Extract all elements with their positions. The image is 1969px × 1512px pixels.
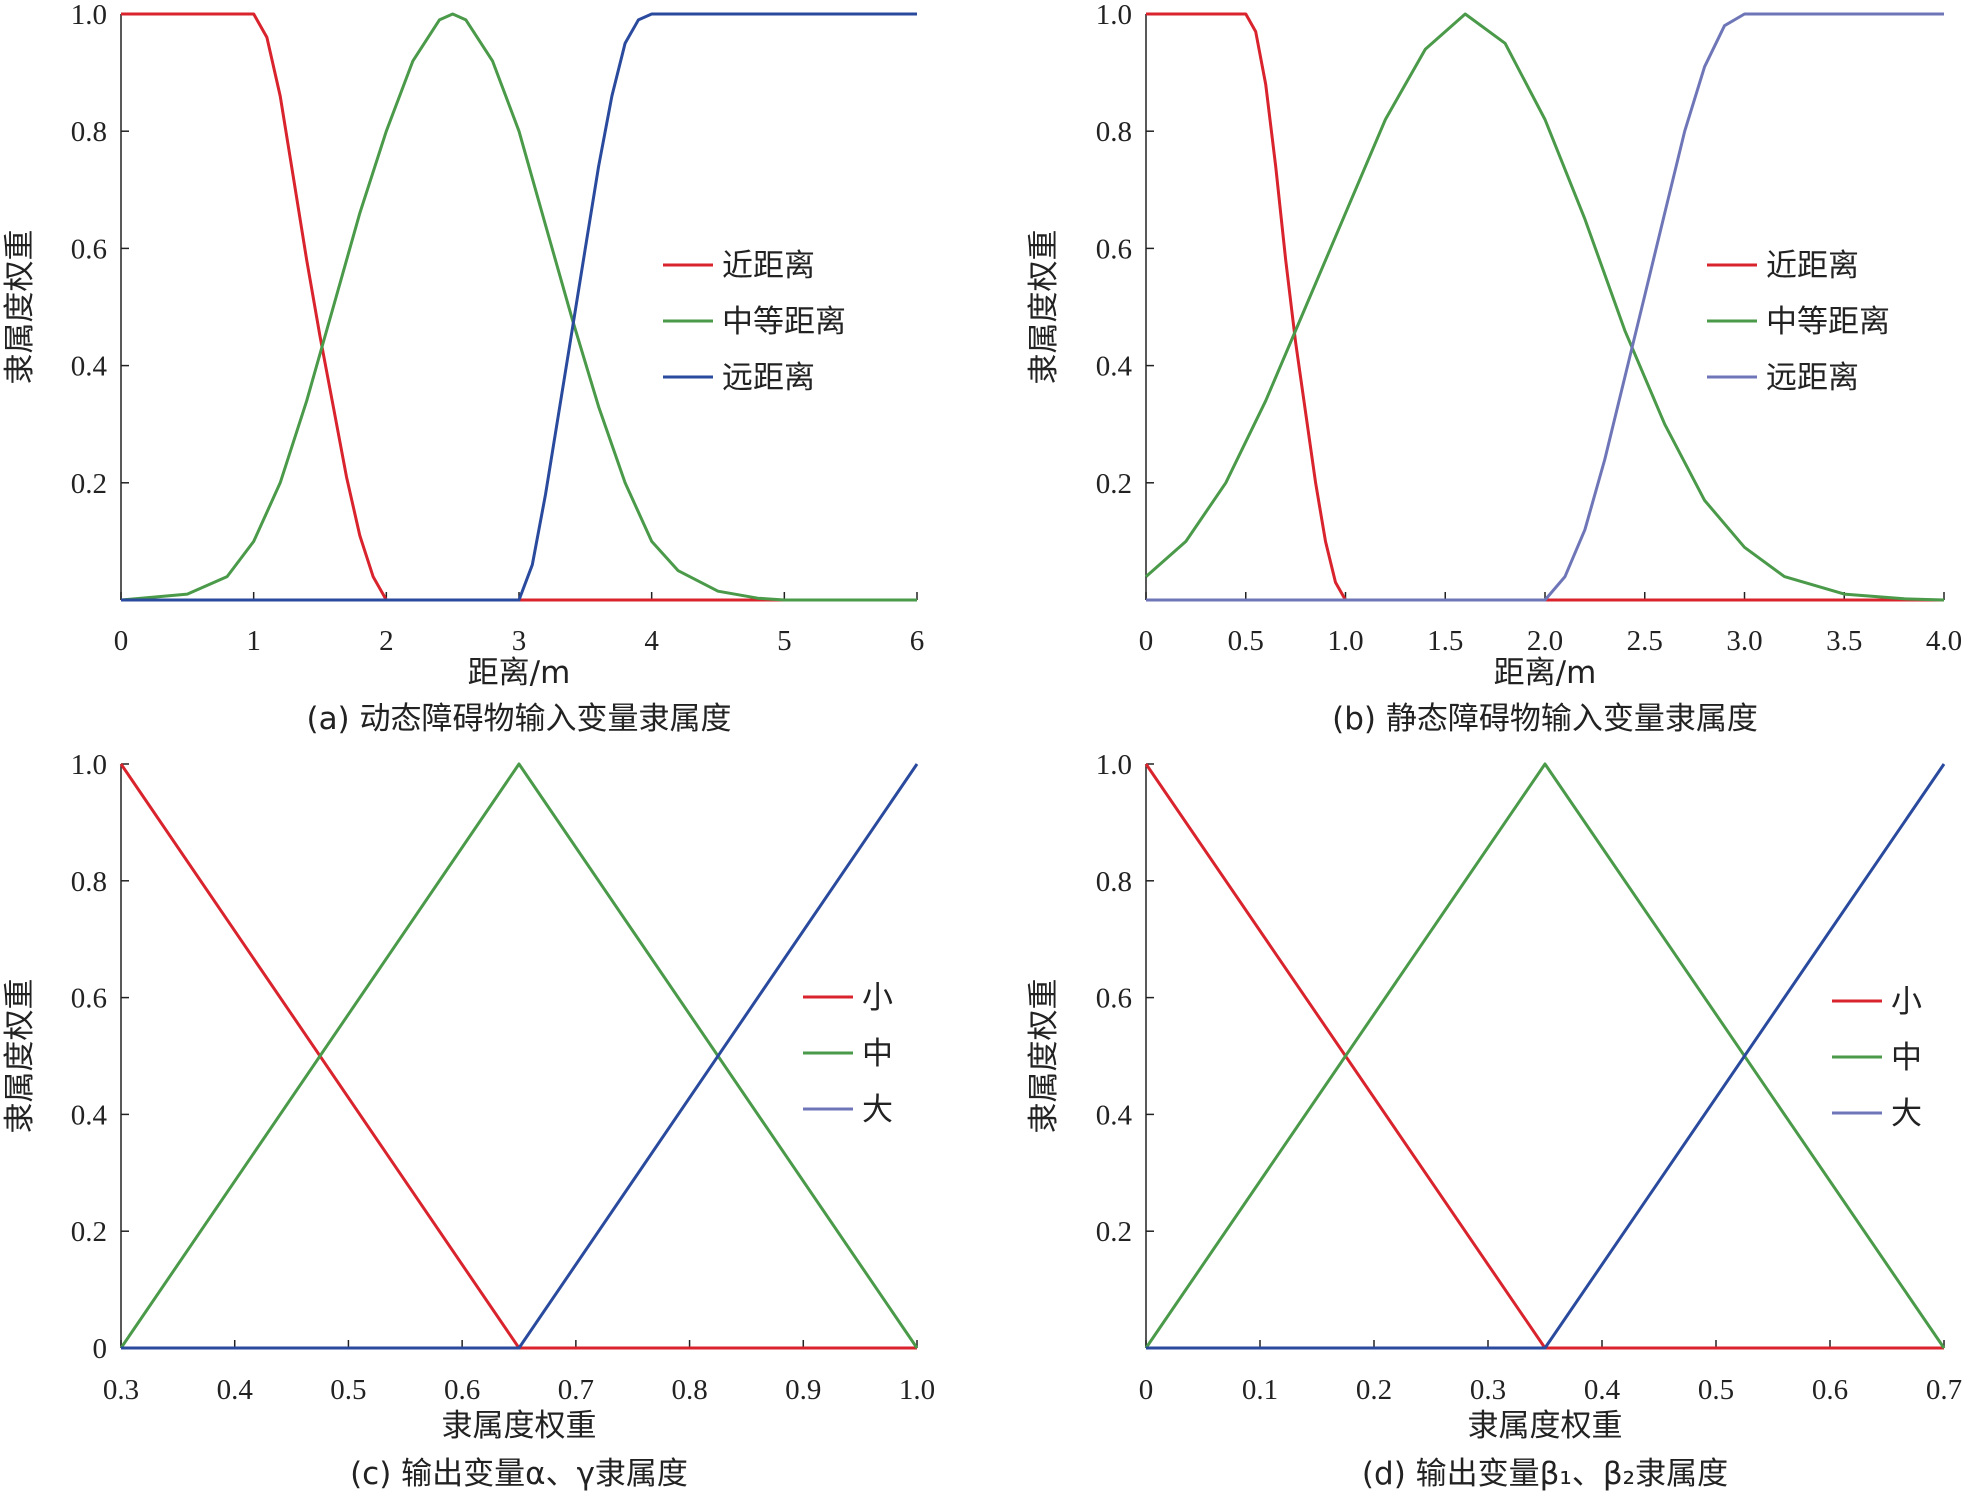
y-tick-label: 0.2 (71, 1216, 107, 1248)
y-tick-label: 0 (93, 1333, 108, 1365)
x-tick-label: 4.0 (1926, 625, 1962, 657)
x-tick-label: 6 (910, 625, 925, 657)
y-tick-label: 0.2 (1096, 468, 1132, 500)
series-line-3 (121, 12, 917, 602)
chart-caption: (a) 动态障碍物输入变量隶属度 (306, 701, 731, 737)
chart-caption: (d) 输出变量β₁、β₂隶属度 (1362, 1456, 1728, 1492)
x-tick-label: 0 (114, 625, 129, 657)
series-line-3 (1146, 12, 1944, 602)
x-tick-label: 0.5 (1698, 1374, 1734, 1406)
series-line-1 (1144, 763, 1944, 1350)
legend-label: 近距离 (1766, 248, 1859, 284)
legend: 小中大 (803, 980, 893, 1128)
y-tick-label: 0.4 (1096, 351, 1133, 383)
x-tick-label: 3.5 (1826, 625, 1862, 657)
y-tick-label: 0.4 (71, 1099, 108, 1131)
series-line-1 (1146, 12, 1944, 602)
y-axis-title: 隶属度权重 (2, 979, 38, 1134)
x-tick-label: 0.2 (1356, 1374, 1392, 1406)
y-tick-label: 0.8 (1096, 116, 1132, 148)
x-axis-title: 隶属度权重 (1468, 1408, 1623, 1444)
x-tick-label: 0.4 (1584, 1374, 1621, 1406)
y-tick-label: 1.0 (71, 0, 107, 31)
x-tick-label: 3.0 (1726, 625, 1762, 657)
series-line-1 (121, 12, 917, 602)
x-tick-label: 0.9 (785, 1374, 821, 1406)
y-tick-label: 0.2 (71, 468, 107, 500)
series-line-3 (121, 763, 919, 1350)
legend-label: 远距离 (1766, 360, 1859, 396)
y-tick-label: 0.8 (71, 866, 107, 898)
x-tick-label: 0.8 (671, 1374, 707, 1406)
legend-label: 小 (862, 980, 893, 1016)
x-tick-label: 2 (379, 625, 394, 657)
x-tick-label: 0.6 (444, 1374, 480, 1406)
x-tick-label: 2.0 (1527, 625, 1563, 657)
x-axis-title: 隶属度权重 (442, 1408, 597, 1444)
x-tick-label: 4 (644, 625, 659, 657)
x-tick-label: 0.4 (217, 1374, 254, 1406)
x-tick-label: 0 (1139, 1374, 1154, 1406)
legend-label: 近距离 (722, 248, 815, 284)
chart-panel-c: 0.3 0.4 0.5 0.6 0.7 0.8 0.9 1.0 0 0.2 0.4 0.6 0.8 1.0… (2, 749, 935, 1492)
legend: 小中大 (1832, 984, 1922, 1132)
chart-caption: (c) 输出变量α、γ隶属度 (350, 1456, 688, 1492)
series-line-1 (119, 763, 917, 1350)
y-tick-label: 1.0 (1096, 749, 1132, 781)
y-tick-label: 0.6 (1096, 983, 1132, 1015)
x-tick-label: 0.6 (1812, 1374, 1848, 1406)
x-tick-label: 1.0 (899, 1374, 935, 1406)
y-tick-label: 0.6 (71, 983, 107, 1015)
x-tick-label: 2.5 (1627, 625, 1663, 657)
legend-label: 中等距离 (722, 304, 846, 340)
x-tick-label: 0.7 (1926, 1374, 1962, 1406)
y-tick-label: 0.8 (1096, 866, 1132, 898)
x-tick-label: 3 (512, 625, 527, 657)
x-tick-label: 0.5 (330, 1374, 366, 1406)
x-tick-label: 0.3 (103, 1374, 139, 1406)
y-tick-label: 1.0 (1096, 0, 1132, 31)
y-tick-label: 1.0 (71, 749, 107, 781)
x-tick-label: 0.5 (1228, 625, 1264, 657)
series-line-2 (1145, 12, 1945, 602)
y-tick-label: 0.6 (1096, 233, 1132, 265)
x-axis-title: 距离/m (468, 655, 571, 691)
chart-caption: (b) 静态障碍物输入变量隶属度 (1332, 701, 1758, 737)
legend-label: 中等距离 (1766, 304, 1890, 340)
legend-label: 大 (862, 1092, 893, 1128)
y-tick-label: 0.6 (71, 233, 107, 265)
y-tick-label: 0.8 (71, 116, 107, 148)
x-tick-label: 0.3 (1470, 1374, 1506, 1406)
series-line-2 (1144, 762, 1946, 1349)
x-tick-label: 0 (1139, 625, 1154, 657)
series-line-2 (120, 12, 917, 602)
y-axis-title: 隶属度权重 (1026, 230, 1062, 385)
series-line-2 (119, 762, 919, 1349)
y-tick-label: 0.2 (1096, 1216, 1132, 1248)
y-axis-title: 隶属度权重 (2, 230, 38, 385)
legend-label: 中 (862, 1036, 893, 1072)
x-tick-label: 0.1 (1242, 1374, 1278, 1406)
x-tick-label: 5 (777, 625, 792, 657)
y-axis-title: 隶属度权重 (1026, 979, 1062, 1134)
legend-label: 小 (1891, 984, 1922, 1020)
series-line-3 (1146, 763, 1946, 1350)
y-tick-label: 0.4 (1096, 1099, 1133, 1131)
x-tick-label: 1 (246, 625, 261, 657)
chart-panel-b: 0 0.5 1.0 1.5 2.0 2.5 3.0 3.5 4.0 0.2 0.4 0.6 0.8 1.0… (1026, 0, 1962, 737)
x-tick-label: 0.7 (558, 1374, 594, 1406)
x-tick-label: 1.0 (1327, 625, 1363, 657)
chart-panel-d: 0 0.1 0.2 0.3 0.4 0.5 0.6 0.7 0.2 0.4 0.6 0.8 1.0 小中大… (1026, 749, 1962, 1492)
x-tick-label: 1.5 (1427, 625, 1463, 657)
y-tick-label: 0.4 (71, 351, 108, 383)
legend-label: 大 (1891, 1096, 1922, 1132)
legend-label: 远距离 (722, 360, 815, 396)
x-axis-title: 距离/m (1494, 655, 1597, 691)
legend-label: 中 (1891, 1040, 1922, 1076)
